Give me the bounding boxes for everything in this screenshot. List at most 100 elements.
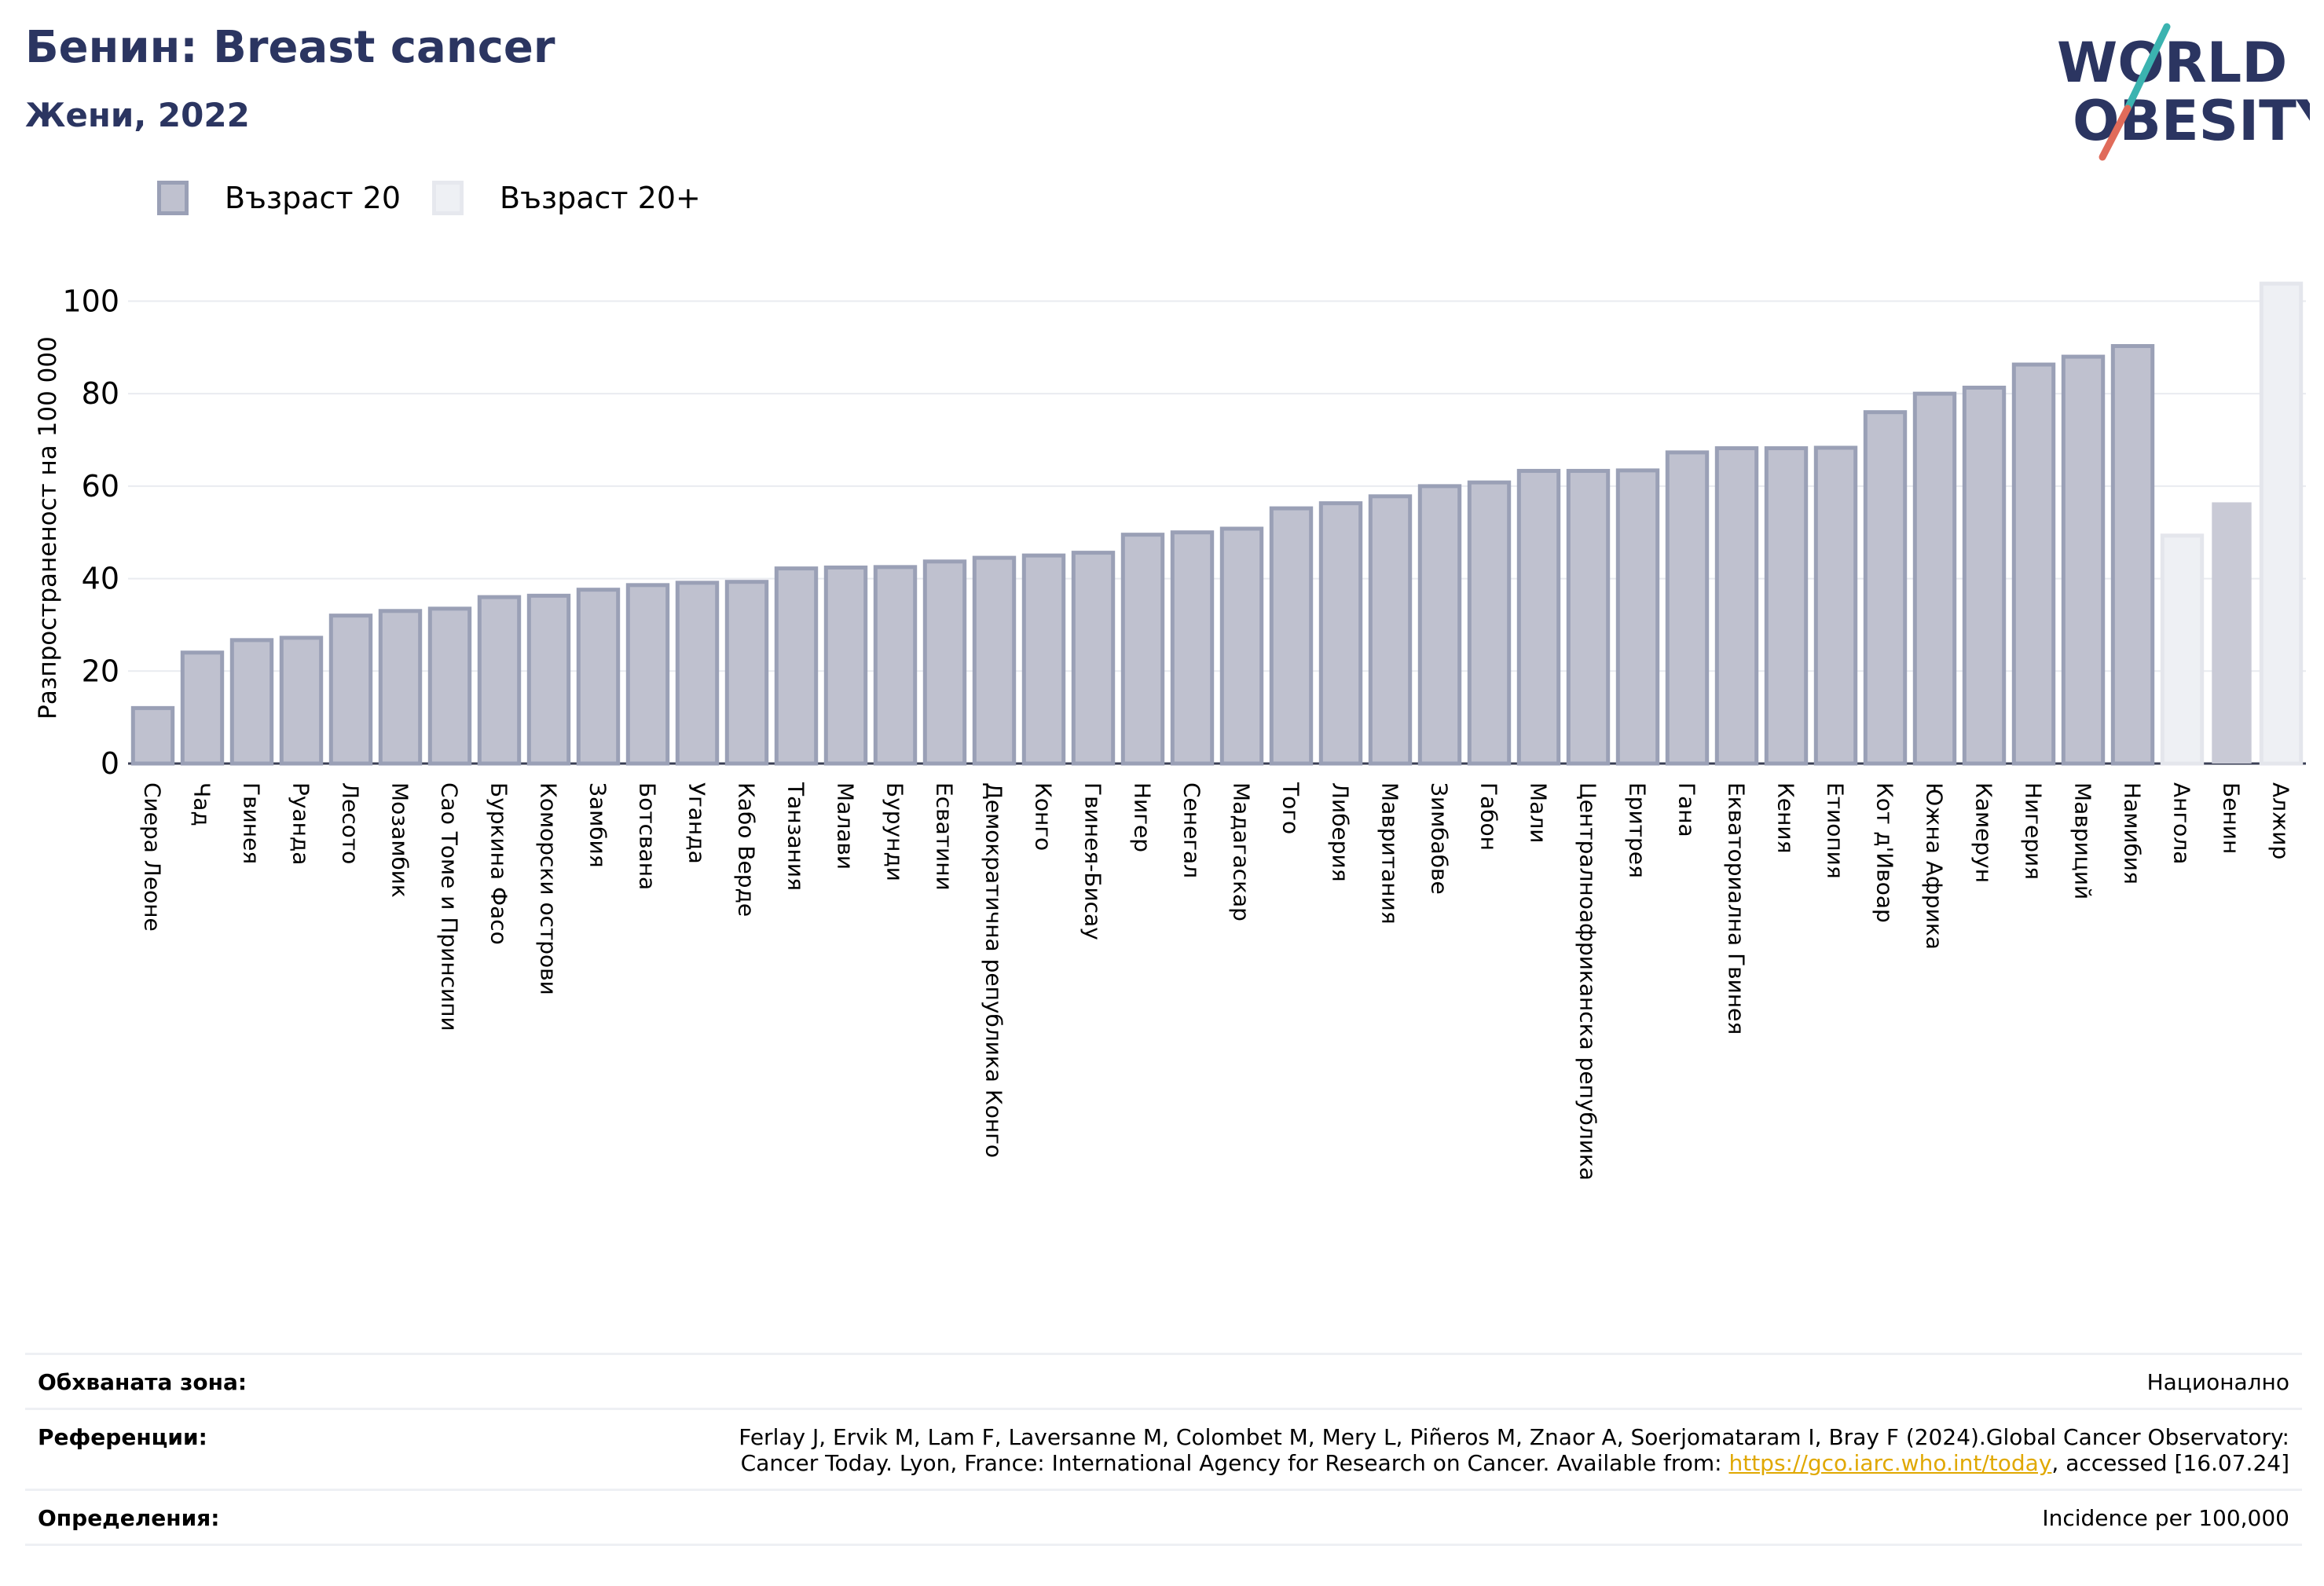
legend-swatch-age-20-plus xyxy=(432,181,464,215)
bar xyxy=(1170,530,1215,766)
bar xyxy=(774,566,819,766)
bar xyxy=(1516,468,1561,766)
bar xyxy=(1863,410,1908,766)
bar xyxy=(823,565,868,766)
x-tick-label: Камерун xyxy=(1971,782,1997,883)
bar xyxy=(1071,551,1116,766)
x-tick-label: Ботсвана xyxy=(635,782,661,890)
x-tick-label: Южна Африка xyxy=(1922,782,1948,950)
x-tick-label: Нигерия xyxy=(2021,782,2047,880)
y-axis: 0 20 40 60 80 100 xyxy=(62,284,119,781)
y-tick-label: 80 xyxy=(82,376,119,411)
x-tick-label: Габон xyxy=(1476,782,1502,851)
x-tick-label: Мозамбик xyxy=(387,782,413,898)
x-tick-label: Буркина Фасо xyxy=(486,782,512,945)
x-tick-label: Гана xyxy=(1674,782,1700,837)
bar xyxy=(1368,494,1413,766)
bar xyxy=(1467,480,1512,766)
references-link[interactable]: https://gco.iarc.who.int/today xyxy=(1728,1450,2052,1476)
bar xyxy=(576,588,621,766)
bar xyxy=(229,638,274,766)
legend-label-age-20-plus: Възраст 20+ xyxy=(500,181,701,215)
footer-row-references: Референции: Ferlay J, Ervik M, Lam F, La… xyxy=(25,1408,2302,1489)
x-tick-label: Бенин xyxy=(2219,782,2245,854)
bar xyxy=(873,565,918,766)
x-tick-label: Конго xyxy=(1031,782,1057,851)
x-tick-label: Нигер xyxy=(1130,782,1156,852)
logo-slash-coral xyxy=(2099,104,2132,161)
x-tick-label: Уганда xyxy=(684,782,710,864)
bar xyxy=(724,580,769,766)
bar xyxy=(1962,385,2007,766)
x-tick-label: Ангола xyxy=(2169,782,2195,864)
bar xyxy=(2259,281,2304,766)
x-tick-label: Мали xyxy=(1526,782,1552,843)
x-tick-label: Коморски острови xyxy=(536,782,562,995)
logo-slash-teal xyxy=(2124,23,2171,112)
bar xyxy=(1318,501,1363,766)
bar xyxy=(2110,344,2155,766)
chart-title: Бенин: Breast cancer xyxy=(25,22,555,73)
x-tick-label: Кения xyxy=(1773,782,1799,853)
bar xyxy=(922,559,967,766)
x-tick-label: Кабо Верде xyxy=(734,782,760,917)
bar xyxy=(972,555,1017,766)
bar xyxy=(1219,526,1264,766)
x-tick-label: Руанда xyxy=(288,782,314,865)
x-tick-label: Того xyxy=(1278,782,1304,834)
references-value: Ferlay J, Ervik M, Lam F, Laversanne M, … xyxy=(739,1424,2289,1476)
x-tick-label: Мавритания xyxy=(1377,782,1403,925)
y-axis-title: Разпространеност на 100 000 xyxy=(34,336,62,720)
logo-word-1: WORLD xyxy=(2057,31,2287,95)
x-tick-label: Замбия xyxy=(585,782,611,868)
references-line-1: Ferlay J, Ervik M, Lam F, Laversanne M, … xyxy=(739,1424,2289,1450)
bar xyxy=(2011,362,2056,766)
bar xyxy=(2160,533,2205,766)
bar xyxy=(2061,354,2106,766)
x-tick-label: Либерия xyxy=(1328,782,1354,882)
bar xyxy=(526,593,571,766)
y-tick-label: 0 xyxy=(101,746,119,781)
x-tick-label: Гвинея xyxy=(239,782,265,864)
bar xyxy=(1615,468,1660,766)
x-tick-label: Сенегал xyxy=(1179,782,1205,878)
x-tick-label: Есватини xyxy=(932,782,958,891)
x-tick-label: Централноафриканска република xyxy=(1575,782,1601,1181)
bar xyxy=(1714,446,1759,766)
bar xyxy=(1417,484,1462,766)
bar xyxy=(625,583,670,766)
legend-swatch-age-20 xyxy=(157,181,189,215)
y-tick-label: 40 xyxy=(82,562,119,596)
bar xyxy=(279,635,324,766)
footer-table: Обхваната зона: Национално Референции: F… xyxy=(25,1353,2302,1546)
bar xyxy=(378,609,423,766)
x-tick-label: Демократична република Конго xyxy=(981,782,1007,1158)
x-tick-label: Мадагаскар xyxy=(1229,782,1255,921)
legend-label-age-20: Възраст 20 xyxy=(225,181,401,215)
x-tick-label: Еритрея xyxy=(1625,782,1651,878)
x-tick-label: Малави xyxy=(833,782,859,870)
x-tick-label: Танзания xyxy=(783,782,809,891)
x-tick-label: Бурунди xyxy=(882,782,908,881)
world-obesity-logo: WORLD OBESITY xyxy=(2057,23,2310,161)
references-line-2-pre: Cancer Today. Lyon, France: Internationa… xyxy=(740,1450,1729,1476)
bar xyxy=(1120,533,1165,766)
coverage-value: Национално xyxy=(2146,1369,2289,1395)
y-tick-label: 20 xyxy=(82,654,119,688)
x-tick-label: Сао Томе и Принсипи xyxy=(437,782,463,1031)
chart-subtitle: Жени, 2022 xyxy=(25,96,250,134)
bar xyxy=(328,614,373,766)
references-line-2-post: , accessed [16.07.24] xyxy=(2051,1450,2289,1476)
legend-item-age-20: Възраст 20 xyxy=(157,181,401,215)
x-tick-label: Чад xyxy=(189,782,215,826)
bar xyxy=(180,650,225,766)
references-label: Референции: xyxy=(38,1424,207,1450)
coverage-label: Обхваната зона: xyxy=(38,1369,247,1395)
x-tick-label: Гвинея-Бисау xyxy=(1080,782,1106,940)
definitions-label: Определения: xyxy=(38,1505,220,1531)
chart-legend: Възраст 20 Възраст 20+ xyxy=(157,181,732,215)
x-tick-label: Мавриций xyxy=(2070,782,2096,899)
bar-chart: 0 20 40 60 80 100 Сиера Леоне Чад Гвинея Руанда Л… xyxy=(34,281,2306,1181)
x-tick-label: Кот д'Ивоар xyxy=(1872,782,1898,923)
bar xyxy=(1269,506,1314,766)
